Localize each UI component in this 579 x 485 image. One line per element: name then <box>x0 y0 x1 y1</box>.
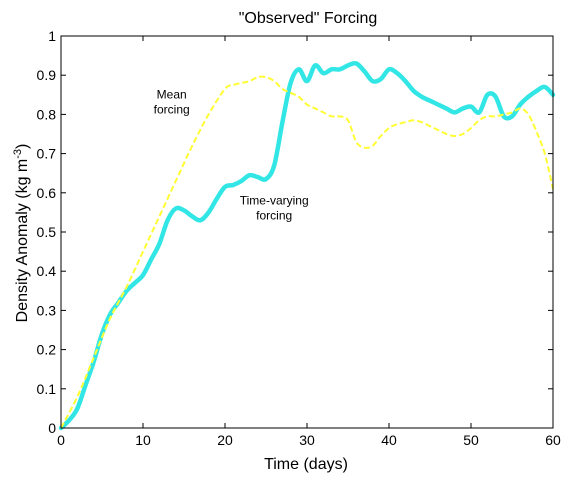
annotation-line: forcing <box>256 209 292 223</box>
x-tick-label: 0 <box>57 432 65 448</box>
y-axis-title: Density Anomaly (kg m-3) <box>12 144 31 323</box>
y-tick-label: 0.5 <box>37 224 57 240</box>
x-axis-title: Time (days) <box>264 456 348 473</box>
x-tick-label: 30 <box>299 432 315 448</box>
series-line-time-varying <box>58 60 556 431</box>
annotation-line: Mean <box>157 88 187 102</box>
y-tick-label: 0.9 <box>37 67 57 83</box>
series-line-mean <box>60 75 554 429</box>
y-axis-title-superscript: -3 <box>12 149 24 159</box>
y-axis-title-main: Density Anomaly (kg m <box>14 159 31 323</box>
y-axis-title-close: ) <box>14 144 31 149</box>
series-layer <box>58 60 556 431</box>
y-tick-label: 0.6 <box>37 185 57 201</box>
plot-frame <box>60 35 554 429</box>
axis-ticks: 0 10 20 30 40 50 60 0 0.1 0.2 0.3 0.4 0.5 0.6 0.7 0.8 0.… <box>37 28 561 448</box>
y-tick-label: 0 <box>48 420 56 436</box>
x-tick-label: 50 <box>463 432 479 448</box>
x-tick-label: 10 <box>135 432 151 448</box>
y-tick-label: 0.2 <box>37 342 57 358</box>
x-tick-label: 60 <box>545 432 561 448</box>
x-tick-label: 20 <box>217 432 233 448</box>
y-tick-label: 0.3 <box>37 302 57 318</box>
x-tick-label: 40 <box>381 432 397 448</box>
y-tick-label: 1 <box>48 28 56 44</box>
y-tick-label: 0.7 <box>37 146 57 162</box>
y-tick-label: 0.1 <box>37 381 57 397</box>
chart-title: "Observed" Forcing <box>239 10 378 27</box>
annotation-line: forcing <box>154 103 190 117</box>
y-tick-label: 0.8 <box>37 106 57 122</box>
annotation-label: Mean forcing <box>154 88 190 117</box>
annotation-line: Time-varying <box>240 194 309 208</box>
annotation-label: Time-varying forcing <box>240 194 309 223</box>
y-tick-label: 0.4 <box>37 263 57 279</box>
